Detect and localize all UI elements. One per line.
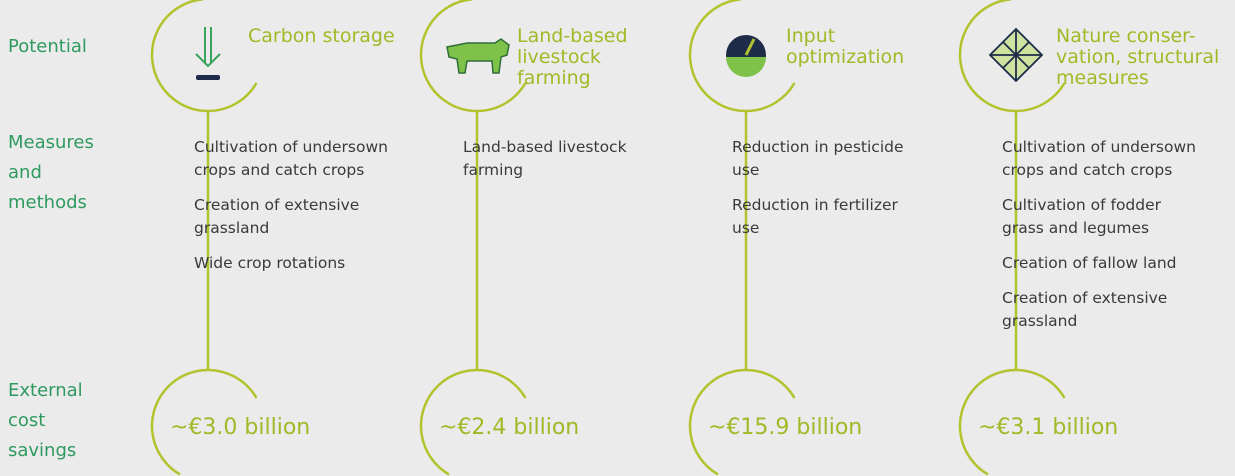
measure: Cultivation of undersown <box>1002 138 1196 156</box>
row-label: savings <box>8 440 76 461</box>
measure: grassland <box>1002 312 1077 330</box>
measure: use <box>732 219 759 237</box>
measure: Cultivation of fodder <box>1002 196 1162 214</box>
column-title: vation, structural <box>1056 46 1219 68</box>
row-label: methods <box>8 192 87 213</box>
savings: ~€15.9 billion <box>708 415 862 440</box>
measure: Land-based livestock <box>463 138 627 156</box>
icon <box>988 27 1044 83</box>
measure: grassland <box>194 219 269 237</box>
measure: farming <box>463 161 523 179</box>
measure: crops and catch crops <box>194 161 364 179</box>
measure: Cultivation of undersown <box>194 138 388 156</box>
measure: use <box>732 161 759 179</box>
top-arc <box>958 0 1066 113</box>
diamond-icon <box>988 27 1044 83</box>
icon <box>195 27 221 80</box>
bottom-arc <box>958 368 1066 476</box>
arrow-icon <box>195 27 221 68</box>
top-arc <box>419 0 527 113</box>
row-label: cost <box>8 410 45 431</box>
row-label: External <box>8 380 83 401</box>
savings: ~€3.0 billion <box>170 415 310 440</box>
measure: Reduction in fertilizer <box>732 196 899 214</box>
row-label: Potential <box>8 36 87 57</box>
measure: Creation of extensive <box>194 196 359 214</box>
bottom-arc <box>419 368 527 476</box>
column-title: livestock <box>517 46 601 68</box>
column-title: optimization <box>786 46 904 68</box>
base-bar <box>196 75 220 80</box>
column-title: Land-based <box>517 25 628 47</box>
measure: grass and legumes <box>1002 219 1149 237</box>
measure: Reduction in pesticide <box>732 138 904 156</box>
column-title: Carbon storage <box>248 25 395 47</box>
column-title: Input <box>786 25 835 47</box>
measure: Creation of fallow land <box>1002 254 1177 272</box>
gauge-fill <box>726 57 766 77</box>
cow-icon <box>446 38 510 74</box>
bottom-arc <box>688 368 796 476</box>
row-label: Measures <box>8 132 94 153</box>
column-title: Nature conser- <box>1056 25 1196 47</box>
savings: ~€3.1 billion <box>978 415 1118 440</box>
icon <box>446 38 510 74</box>
gauge-needle <box>744 38 756 56</box>
row-label: and <box>8 162 42 183</box>
measure: Creation of extensive <box>1002 289 1167 307</box>
measure: Wide crop rotations <box>194 254 345 272</box>
measure: crops and catch crops <box>1002 161 1172 179</box>
top-arc <box>150 0 258 113</box>
savings: ~€2.4 billion <box>439 415 579 440</box>
column-title: measures <box>1056 67 1149 89</box>
column-title: farming <box>517 67 591 89</box>
bottom-arc <box>150 368 258 476</box>
icon <box>726 35 766 77</box>
top-arc <box>688 0 796 113</box>
